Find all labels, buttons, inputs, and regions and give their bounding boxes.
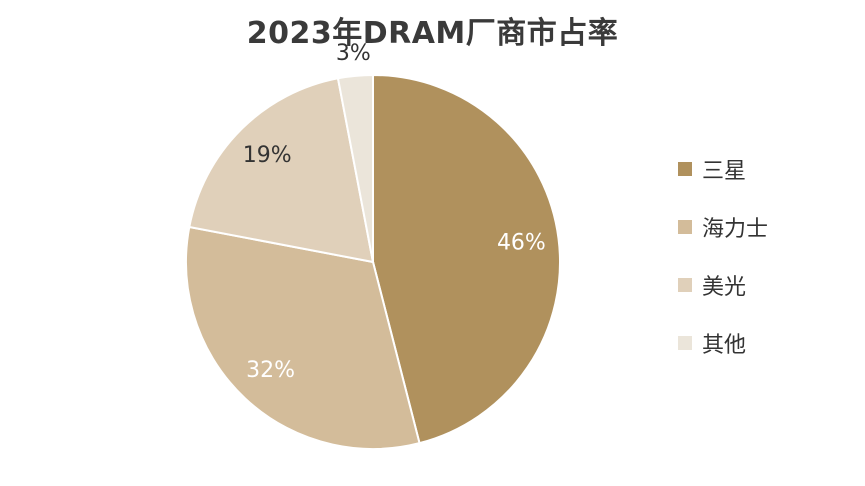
slice-label-other: 3% — [336, 41, 371, 66]
legend-item-hynix: 海力士 — [678, 198, 768, 256]
slice-label-samsung: 46% — [497, 230, 546, 255]
legend-label: 三星 — [702, 159, 747, 184]
slice-samsung — [372, 73, 561, 445]
slice-label-micron: 19% — [243, 143, 292, 168]
slice-other — [336, 73, 374, 263]
legend-item-samsung: 三星 — [678, 140, 768, 198]
legend-swatch — [678, 220, 692, 234]
chart-title: 2023年DRAM厂商市占率 — [246, 16, 619, 51]
legend-swatch — [678, 336, 692, 350]
legend: 三星 海力士 美光 其他 — [678, 140, 768, 372]
legend-swatch — [678, 278, 692, 292]
legend-label: 海力士 — [702, 217, 769, 242]
legend-item-other: 其他 — [678, 314, 768, 372]
legend-swatch — [678, 162, 692, 176]
legend-label: 美光 — [702, 275, 747, 300]
slice-hynix — [185, 225, 421, 450]
legend-label: 其他 — [702, 333, 747, 358]
slice-micron — [188, 77, 375, 264]
legend-item-micron: 美光 — [678, 256, 768, 314]
slice-label-hynix: 32% — [246, 358, 295, 383]
